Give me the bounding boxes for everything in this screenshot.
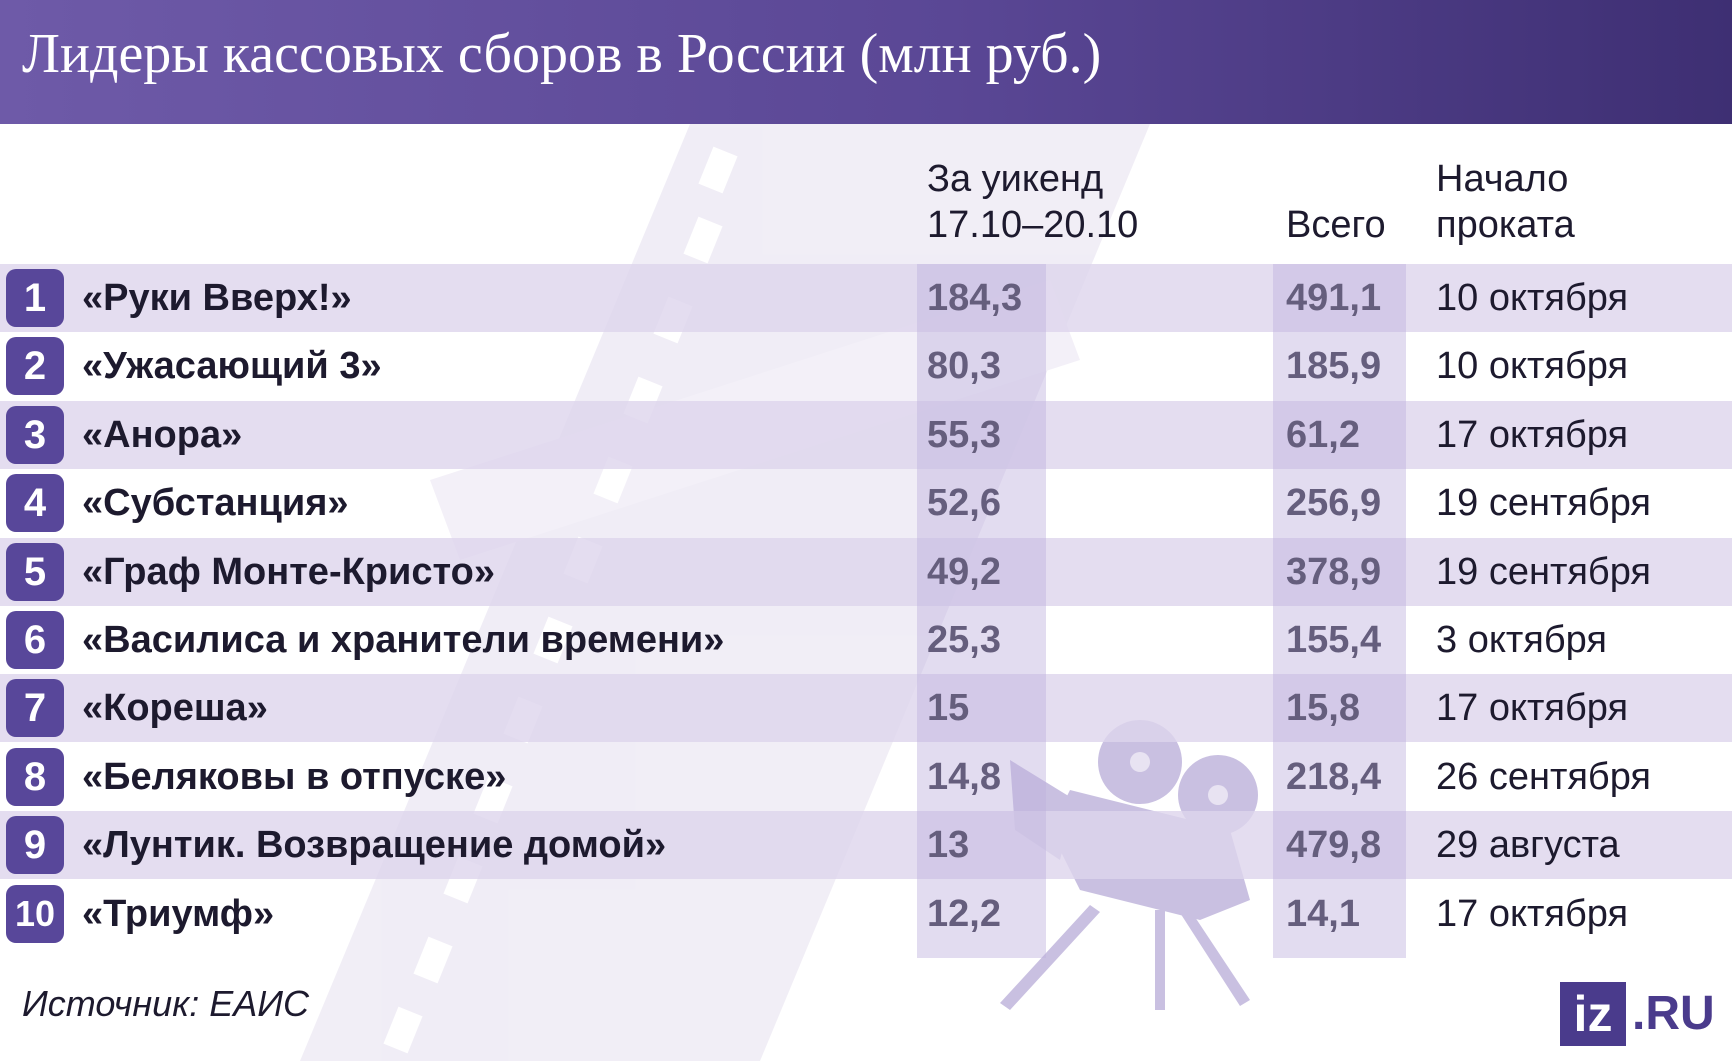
table-row: 2 «Ужасающий 3» 80,3 185,9 10 октября xyxy=(0,332,1732,400)
page-title: Лидеры кассовых сборов в России (млн руб… xyxy=(22,23,1102,85)
weekend-value: 55,3 xyxy=(927,413,1001,456)
rank-badge: 10 xyxy=(6,884,64,943)
total-value: 218,4 xyxy=(1286,755,1382,798)
weekend-value: 13 xyxy=(927,824,970,867)
film-title: «Беляковы в отпуске» xyxy=(82,755,507,798)
weekend-value: 12,2 xyxy=(927,892,1001,935)
total-value: 14,1 xyxy=(1286,892,1360,935)
rank-badge: 5 xyxy=(6,542,64,601)
table-row: 5 «Граф Монте-Кристо» 49,2 378,9 19 сентября xyxy=(0,537,1732,606)
logo-domain: .RU xyxy=(1632,987,1715,1040)
weekend-value: 80,3 xyxy=(927,345,1001,388)
film-title: «Руки Вверх!» xyxy=(82,277,352,319)
rank-badge: 4 xyxy=(6,474,64,533)
film-title: «Субстанция» xyxy=(82,482,349,525)
table-row: 3 «Анора» 55,3 61,2 17 октября xyxy=(0,400,1732,469)
total-value: 61,2 xyxy=(1286,413,1360,456)
film-title: «Граф Монте-Кристо» xyxy=(82,550,495,593)
rank-badge: 9 xyxy=(6,816,64,875)
weekend-value: 25,3 xyxy=(927,619,1001,661)
column-header-start: Начало проката xyxy=(1436,158,1575,246)
release-date: 10 октября xyxy=(1436,345,1629,388)
source-note: Источник: ЕАИС xyxy=(22,983,309,1024)
total-value: 256,9 xyxy=(1286,482,1382,525)
table-row: 1 «Руки Вверх!» 184,3 491,1 10 октября xyxy=(0,264,1732,332)
release-date: 17 октября xyxy=(1436,892,1629,935)
release-date: 17 октября xyxy=(1436,687,1629,730)
total-value: 15,8 xyxy=(1286,687,1360,730)
release-date: 19 сентября xyxy=(1436,482,1651,525)
film-title: «Кореша» xyxy=(82,687,268,730)
release-date: 3 октября xyxy=(1436,619,1607,661)
release-date: 10 октября xyxy=(1436,277,1629,319)
rank-badge: 3 xyxy=(6,405,64,464)
release-date: 26 сентября xyxy=(1436,755,1651,798)
column-band-weekend xyxy=(917,264,1046,958)
column-band-total xyxy=(1273,264,1406,958)
column-header-weekend: За уикенд 17.10–20.10 xyxy=(927,158,1139,246)
rank-badge: 2 xyxy=(6,337,64,396)
release-date: 29 августа xyxy=(1436,824,1620,867)
film-title: «Василиса и хранители времени» xyxy=(82,619,725,661)
rank-badge: 7 xyxy=(6,679,64,738)
total-value: 185,9 xyxy=(1286,345,1382,388)
table-row: 10 «Триумф» 12,2 14,1 17 октября xyxy=(0,880,1732,948)
rank-badge: 8 xyxy=(6,747,64,806)
film-title: «Ужасающий 3» xyxy=(82,345,382,388)
weekend-value: 52,6 xyxy=(927,482,1001,525)
film-title: «Триумф» xyxy=(82,892,275,935)
total-value: 155,4 xyxy=(1286,619,1382,661)
release-date: 17 октября xyxy=(1436,413,1629,456)
header-banner: Лидеры кассовых сборов в России (млн руб… xyxy=(0,0,1732,124)
film-title: «Анора» xyxy=(82,413,243,456)
total-value: 378,9 xyxy=(1286,550,1382,593)
total-value: 491,1 xyxy=(1286,277,1382,319)
column-header-total: Всего xyxy=(1286,204,1386,246)
rank-badge: 1 xyxy=(6,269,64,327)
rank-badge: 6 xyxy=(6,611,64,669)
logo-mark: iz xyxy=(1560,982,1626,1046)
weekend-value: 184,3 xyxy=(927,277,1023,319)
total-value: 479,8 xyxy=(1286,824,1382,867)
release-date: 19 сентября xyxy=(1436,550,1651,593)
table-row: 7 «Кореша» 15 15,8 17 октября xyxy=(0,674,1732,743)
weekend-value: 15 xyxy=(927,687,970,730)
table-row: 6 «Василиса и хранители времени» 25,3 155,4… xyxy=(0,606,1732,674)
table-row: 4 «Субстанция» 52,6 256,9 19 сентября xyxy=(0,469,1732,537)
film-title: «Лунтик. Возвращение домой» xyxy=(82,824,667,867)
weekend-value: 14,8 xyxy=(927,755,1001,798)
weekend-value: 49,2 xyxy=(927,550,1001,593)
table-row: 8 «Беляковы в отпуске» 14,8 218,4 26 сентябр… xyxy=(0,743,1732,811)
table-row: 9 «Лунтик. Возвращение домой» 13 479,8 29 ав… xyxy=(0,811,1732,880)
